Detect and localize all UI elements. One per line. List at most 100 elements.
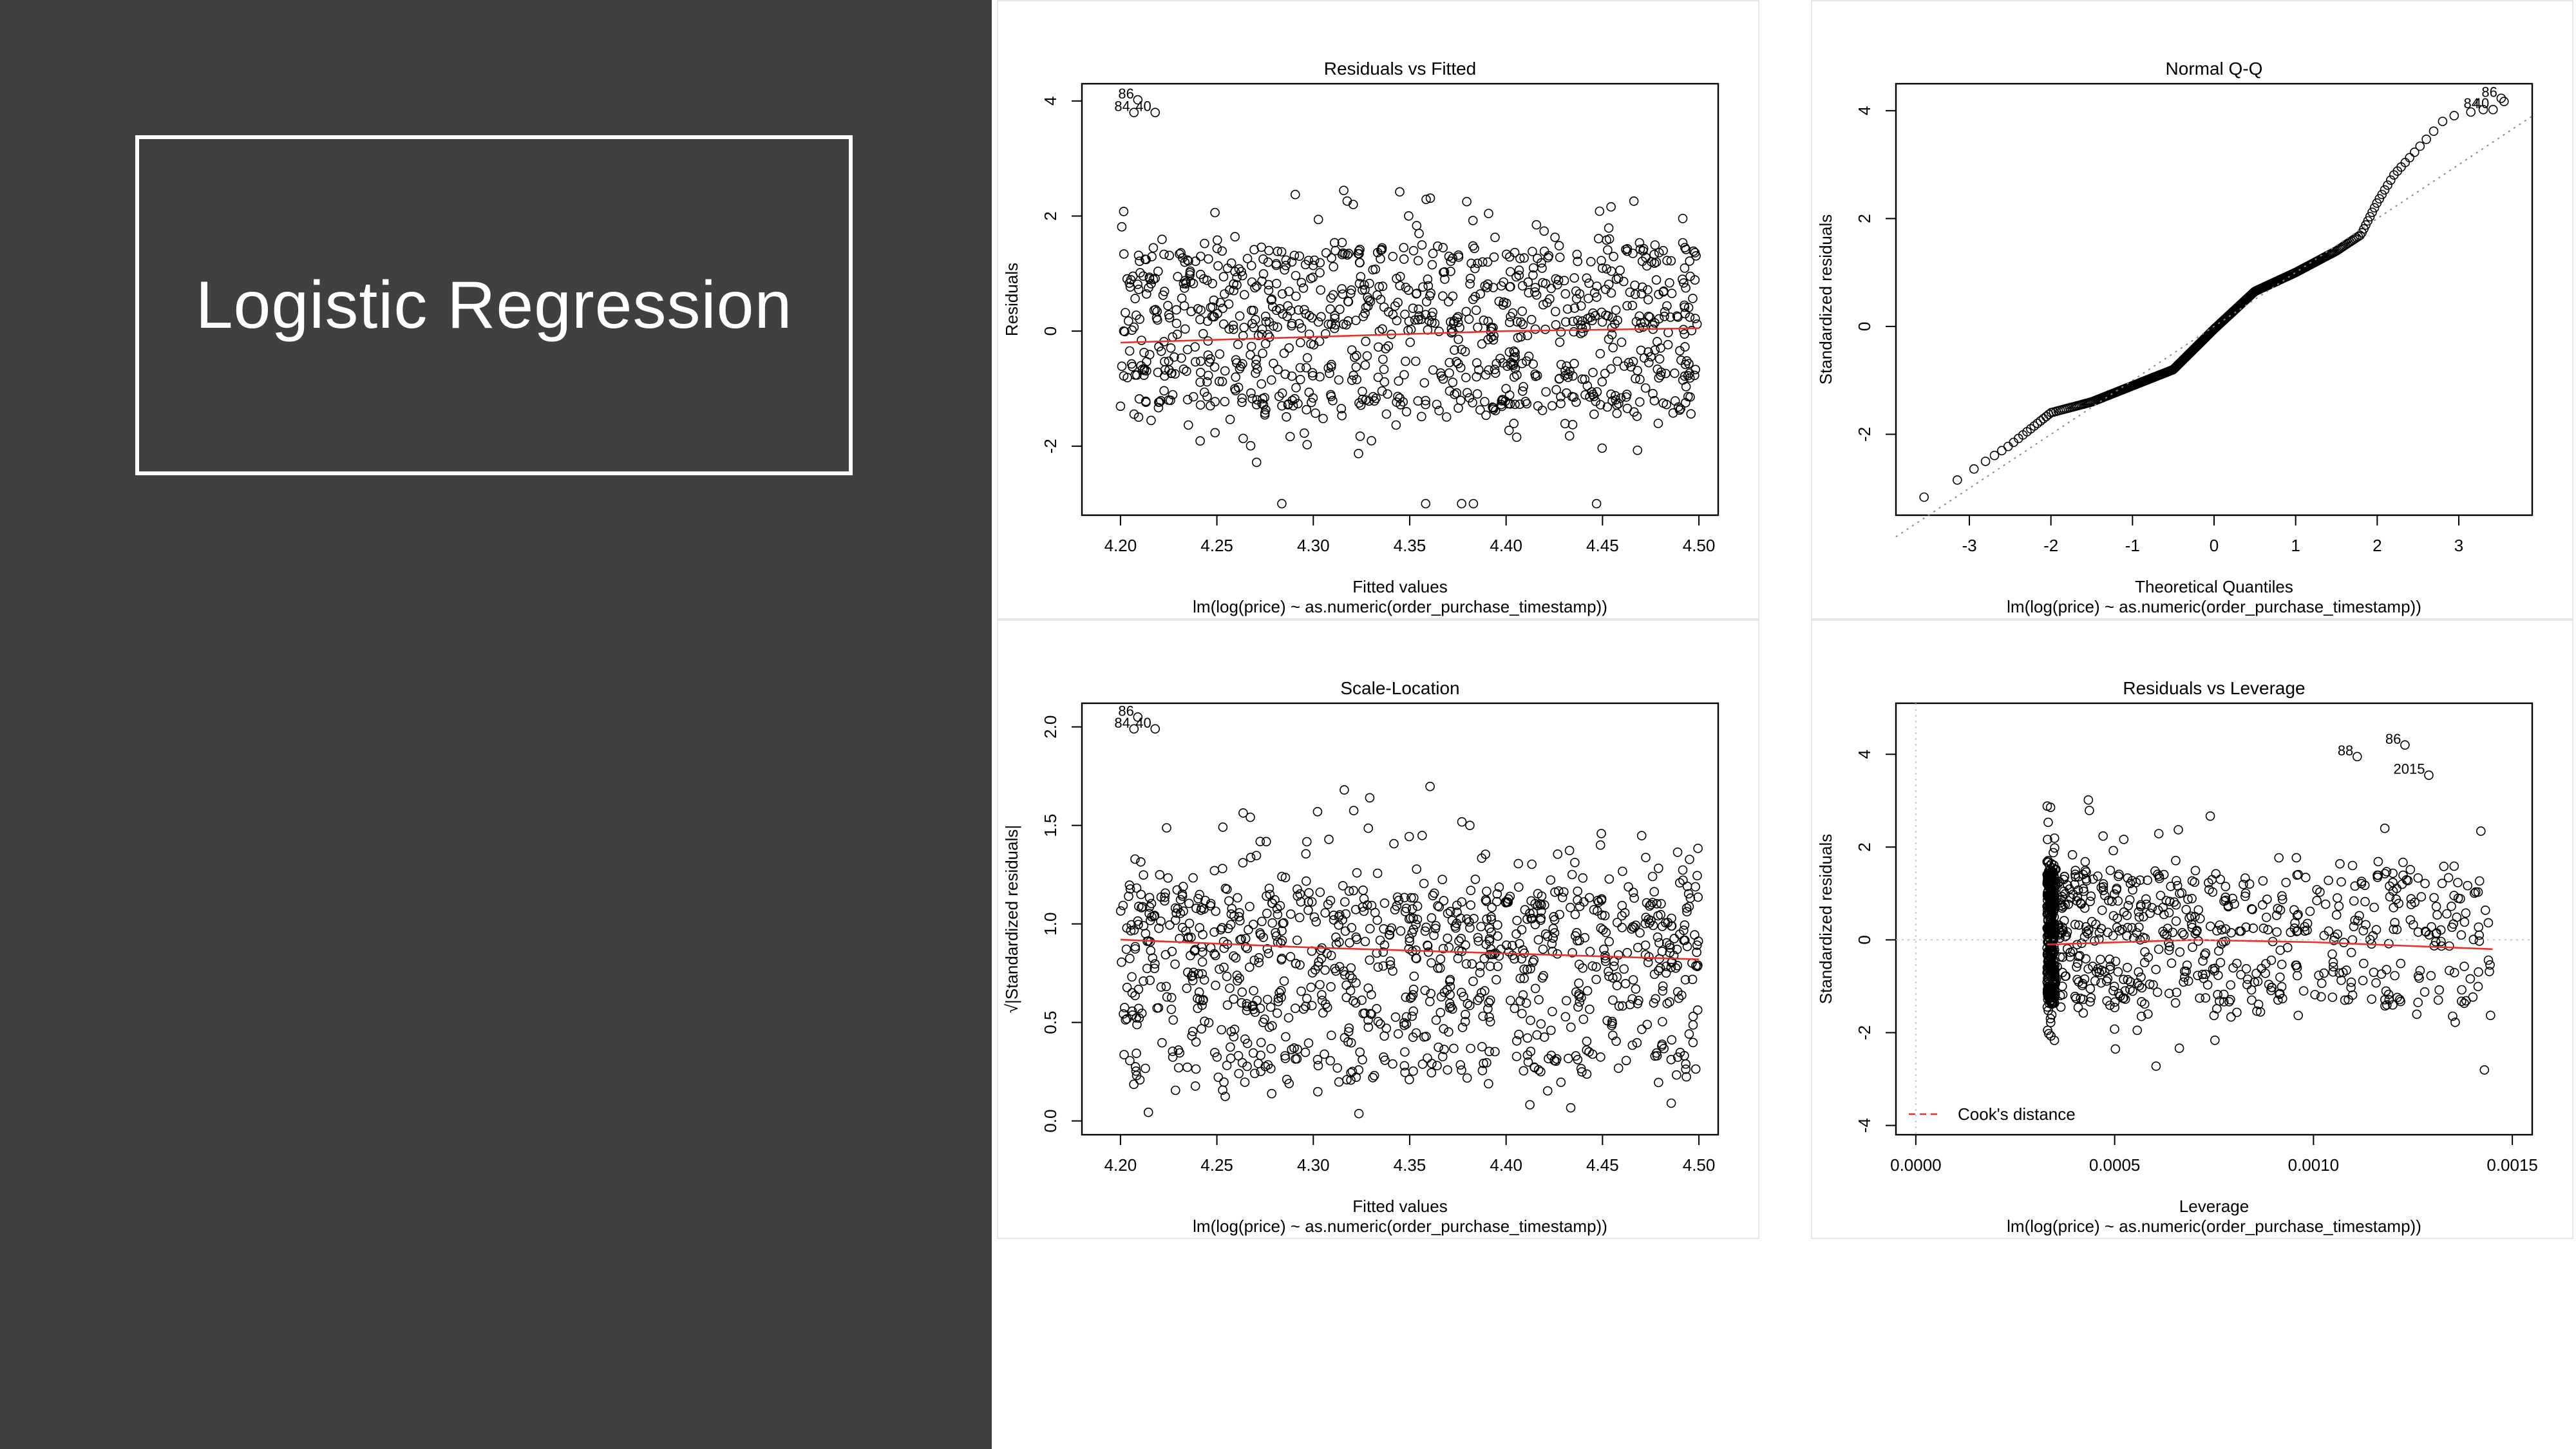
data-point [1302,837,1312,847]
data-point [1484,1079,1493,1089]
data-point [1155,869,1165,880]
data-point [2340,995,2350,1005]
data-point [1515,973,1526,983]
data-point [1213,261,1223,271]
data-point [1681,1072,1691,1082]
data-point [1359,894,1369,904]
data-point [1321,248,1331,258]
data-point [2273,904,2283,914]
data-point [2367,994,2377,1004]
data-point [2143,875,2153,886]
data-point [1616,337,1627,347]
data-point [2072,940,2082,950]
data-point [1177,922,1188,933]
data-point [1125,1056,1135,1066]
data-point [2057,981,2067,991]
data-point [1622,947,1633,958]
data-point [1291,270,1301,281]
data-point [1262,994,1273,1005]
data-point [1462,914,1472,924]
data-point [1285,952,1296,961]
data-point [1181,926,1191,936]
data-point [1115,401,1126,412]
data-point [2155,891,2166,900]
data-point [1200,238,1209,249]
data-point [1255,928,1265,938]
data-point [1195,377,1205,387]
data-point [1269,358,1278,368]
data-point [1437,291,1448,301]
data-point [1294,251,1305,261]
data-point [2459,961,2469,971]
data-point [1307,1001,1317,1010]
data-point [2388,877,2398,887]
data-point [2192,927,2202,936]
chart-title: Residuals vs Fitted [1324,59,1477,79]
data-point [1381,344,1390,354]
data-point [1169,352,1179,362]
data-point [1400,1047,1410,1057]
data-point [1472,389,1482,399]
data-point [1235,311,1245,321]
data-point [1646,352,1656,362]
data-point [1692,940,1702,951]
x-tick-label: 4.50 [1683,1155,1716,1175]
point-label: 40 [2474,95,2489,111]
x-axis-label: Leverage [2179,1197,2249,1216]
chart-subtitle: lm(log(price) ~ as.numeric(order_purchas… [1193,1217,1607,1236]
data-point [2159,869,2169,880]
data-point [1439,1024,1449,1034]
data-point [1604,334,1614,345]
data-point [1464,917,1474,927]
data-point [2240,891,2250,902]
data-point [1661,968,1671,978]
data-point [1542,1086,1553,1096]
data-point [2154,829,2164,838]
data-point [1528,247,1537,256]
data-point [2110,1003,2120,1012]
data-point [1337,284,1347,294]
data-point [2365,212,2375,222]
data-point [1604,971,1614,981]
data-point [1585,1004,1595,1014]
data-point [1350,998,1361,1008]
data-point [1345,985,1356,996]
data-point [1614,399,1624,409]
data-point [1585,947,1595,956]
data-point [1501,384,1511,393]
y-axis-label: Standardized residuals [1816,214,1835,385]
plot-frame [1081,82,1719,516]
data-point [2054,923,2064,933]
data-point [1442,985,1452,995]
data-point [1611,1036,1621,1046]
data-point [1553,886,1564,896]
data-point [2048,918,2058,928]
data-point [1657,922,1667,931]
data-point [2125,977,2136,987]
data-point [1616,393,1626,403]
data-point [1603,245,1613,255]
labeled-point [2496,93,2506,103]
data-point [1129,925,1139,935]
data-point [1443,933,1453,943]
data-point [1124,346,1135,356]
y-tick-label: 0 [1855,935,1874,944]
data-point [1129,1079,1139,1090]
data-point [1164,251,1175,261]
data-point [1559,276,1569,286]
data-point [1287,257,1297,267]
data-point [1380,1056,1390,1065]
data-point [1448,291,1458,301]
data-point [1256,379,1267,389]
point-label: 40 [1135,99,1151,115]
data-point [1413,256,1423,266]
data-point [1582,273,1592,283]
data-point [1211,980,1220,990]
data-point [1378,354,1388,365]
data-point [2210,966,2219,976]
data-point [1455,913,1466,923]
data-point [1233,976,1242,986]
data-point [2380,1001,2390,1011]
data-point [1271,931,1282,941]
data-point [1575,902,1585,911]
